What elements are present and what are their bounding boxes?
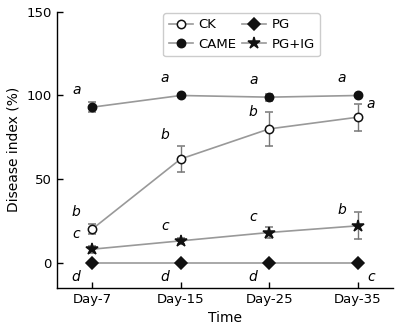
Text: b: b bbox=[160, 128, 169, 142]
Text: b: b bbox=[72, 205, 80, 219]
Text: c: c bbox=[367, 270, 375, 284]
Text: c: c bbox=[72, 227, 80, 241]
X-axis label: Time: Time bbox=[208, 311, 242, 325]
Text: a: a bbox=[367, 97, 375, 111]
Text: a: a bbox=[338, 71, 346, 85]
Text: c: c bbox=[161, 218, 168, 232]
Legend: CK, CAME, PG, PG+IG: CK, CAME, PG, PG+IG bbox=[164, 13, 320, 56]
Text: a: a bbox=[72, 83, 80, 97]
Text: c: c bbox=[250, 210, 257, 224]
Y-axis label: Disease index (%): Disease index (%) bbox=[7, 87, 21, 212]
Text: b: b bbox=[249, 105, 258, 119]
Text: d: d bbox=[249, 270, 258, 284]
Text: a: a bbox=[249, 73, 258, 87]
Text: d: d bbox=[160, 270, 169, 284]
Text: a: a bbox=[160, 71, 169, 85]
Text: d: d bbox=[72, 270, 80, 284]
Text: b: b bbox=[337, 204, 346, 217]
